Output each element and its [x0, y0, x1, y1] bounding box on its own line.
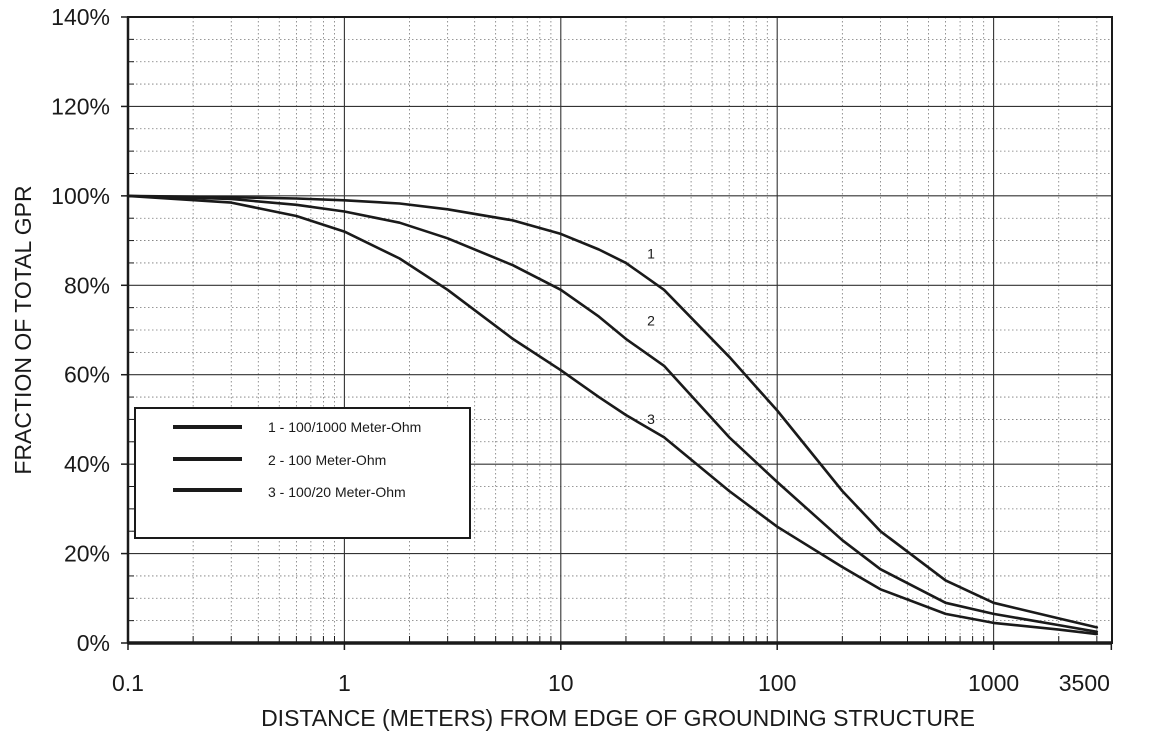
- legend-label-1: 1 - 100/1000 Meter-Ohm: [268, 419, 421, 435]
- series-line-3: [126, 194, 1099, 636]
- x-tick-label: 3500: [1059, 670, 1110, 696]
- tick-marks: [121, 16, 1113, 650]
- y-tick-labels: 0% 20% 40% 60% 80% 100% 120% 140%: [51, 4, 110, 656]
- y-tick-label: 20%: [64, 541, 110, 567]
- series-line-1: [126, 194, 1099, 629]
- curve-labels: 1 2 3: [647, 245, 655, 426]
- y-tick-label: 100%: [51, 183, 110, 209]
- minor-grid: [128, 17, 1112, 643]
- legend-label-2: 2 - 100 Meter-Ohm: [268, 452, 386, 468]
- y-tick-label: 140%: [51, 4, 110, 30]
- legend-label-3: 3 - 100/20 Meter-Ohm: [268, 484, 406, 500]
- y-tick-label: 60%: [64, 362, 110, 388]
- x-tick-label: 0.1: [112, 670, 144, 696]
- curve-label-1: 1: [647, 245, 655, 261]
- x-tick-label: 100: [758, 670, 796, 696]
- series-layer: [126, 194, 1099, 636]
- y-tick-label: 40%: [64, 451, 110, 477]
- x-axis-title: DISTANCE (METERS) FROM EDGE OF GROUNDING…: [261, 705, 975, 731]
- x-tick-labels: 0.1 1 10 100 1000 3500: [112, 670, 1110, 696]
- x-tick-label: 1: [338, 670, 351, 696]
- legend: 1 - 100/1000 Meter-Ohm 2 - 100 Meter-Ohm…: [134, 407, 471, 539]
- major-grid: [128, 17, 1112, 643]
- curve-label-2: 2: [647, 313, 655, 329]
- y-tick-label: 80%: [64, 272, 110, 298]
- x-tick-label: 10: [548, 670, 574, 696]
- curve-label-3: 3: [647, 411, 655, 427]
- y-axis-title: FRACTION OF TOTAL GPR: [10, 185, 36, 474]
- series-line-2: [126, 194, 1099, 634]
- x-tick-label: 1000: [968, 670, 1019, 696]
- y-tick-label: 0%: [77, 630, 110, 656]
- y-tick-label: 120%: [51, 93, 110, 119]
- legend-box: [134, 407, 471, 539]
